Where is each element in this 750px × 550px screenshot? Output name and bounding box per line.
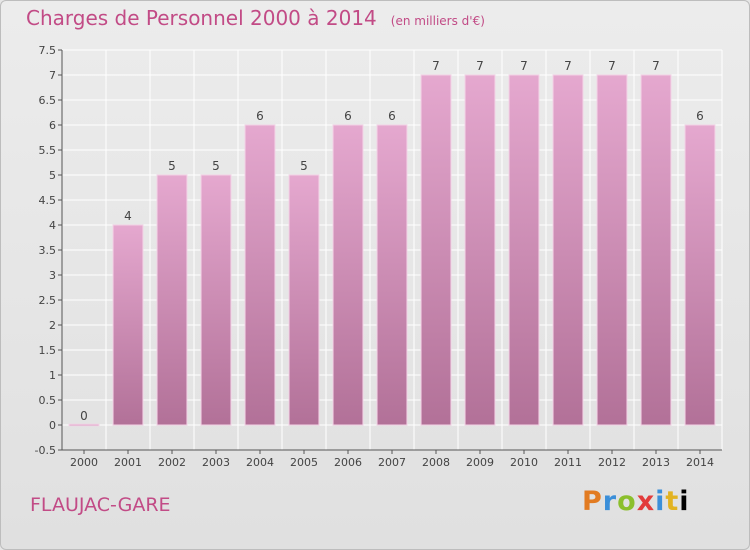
data-label: 5 — [212, 159, 220, 173]
data-label: 7 — [564, 59, 572, 73]
y-tick-label: 3.5 — [39, 244, 57, 257]
logo-letter: x — [636, 486, 656, 517]
data-label: 7 — [520, 59, 528, 73]
data-label: 7 — [608, 59, 616, 73]
logo-letter: i — [679, 486, 690, 517]
chart-title: Charges de Personnel 2000 à 2014 (en mill… — [26, 6, 485, 30]
chart-title-text: Charges de Personnel 2000 à 2014 — [26, 6, 377, 30]
data-label: 6 — [344, 109, 352, 123]
x-tick-label: 2003 — [202, 456, 230, 469]
data-label: 4 — [124, 209, 132, 223]
x-tick-label: 2005 — [290, 456, 318, 469]
data-label: 5 — [168, 159, 176, 173]
proxiti-logo: Proxiti — [582, 486, 690, 517]
data-label: 0 — [80, 409, 88, 423]
data-label: 7 — [432, 59, 440, 73]
bar — [464, 74, 496, 426]
x-tick-label: 2000 — [70, 456, 98, 469]
bar — [112, 224, 144, 426]
bar — [596, 74, 628, 426]
y-tick-label: 4 — [49, 219, 56, 232]
y-tick-label: 5 — [49, 169, 56, 182]
y-tick-label: 4.5 — [39, 194, 57, 207]
data-label: 7 — [652, 59, 660, 73]
bar — [288, 174, 320, 426]
y-tick-label: 1 — [49, 369, 56, 382]
logo-letter: t — [665, 486, 680, 517]
y-tick-label: 7 — [49, 69, 56, 82]
logo-letter: r — [602, 486, 618, 517]
data-label: 6 — [388, 109, 396, 123]
y-tick-label: 0 — [49, 419, 56, 432]
x-tick-label: 2014 — [686, 456, 714, 469]
y-tick-label: 2.5 — [39, 294, 57, 307]
bar — [376, 124, 408, 426]
data-label: 5 — [300, 159, 308, 173]
logo-letter: i — [655, 486, 666, 517]
x-tick-label: 2009 — [466, 456, 494, 469]
logo-letter: P — [582, 486, 603, 517]
chart-unit-label: (en milliers d'€) — [390, 14, 485, 28]
x-tick-label: 2011 — [554, 456, 582, 469]
x-tick-label: 2002 — [158, 456, 186, 469]
data-labels: 0 4 5 5 6 5 6 6 7 7 7 7 7 7 6 — [80, 59, 704, 423]
x-tick-label: 2008 — [422, 456, 450, 469]
bar — [244, 124, 276, 426]
tick-labels: -0.5 0 0.5 1 1.5 2 2.5 3 3.5 4 4.5 5 5.5 6 6.5 7 7.5 2000… — [35, 44, 714, 469]
bar — [684, 124, 716, 426]
bar — [156, 174, 188, 426]
bar — [552, 74, 584, 426]
y-tick-label: 6.5 — [39, 94, 57, 107]
data-label: 6 — [696, 109, 704, 123]
x-tick-label: 2001 — [114, 456, 142, 469]
y-tick-label: 7.5 — [39, 44, 57, 57]
data-label: 7 — [476, 59, 484, 73]
x-tick-label: 2010 — [510, 456, 538, 469]
bar — [200, 174, 232, 426]
data-label: 6 — [256, 109, 264, 123]
bar — [640, 74, 672, 426]
x-tick-label: 2004 — [246, 456, 274, 469]
y-tick-label: 2 — [49, 319, 56, 332]
y-tick-label: 3 — [49, 269, 56, 282]
y-tick-label: 5.5 — [39, 144, 57, 157]
location-name: FLAUJAC-GARE — [30, 494, 171, 516]
y-tick-label: -0.5 — [35, 444, 56, 457]
bar — [508, 74, 540, 426]
logo-letter: o — [617, 486, 637, 517]
bar — [420, 74, 452, 426]
x-tick-label: 2006 — [334, 456, 362, 469]
x-tick-label: 2007 — [378, 456, 406, 469]
y-tick-label: 1.5 — [39, 344, 57, 357]
x-tick-label: 2013 — [642, 456, 670, 469]
x-tick-label: 2012 — [598, 456, 626, 469]
bars — [68, 74, 716, 427]
y-tick-label: 6 — [49, 119, 56, 132]
y-tick-label: 0.5 — [39, 394, 57, 407]
bar — [68, 423, 100, 427]
bar — [332, 124, 364, 426]
axes — [58, 49, 722, 454]
